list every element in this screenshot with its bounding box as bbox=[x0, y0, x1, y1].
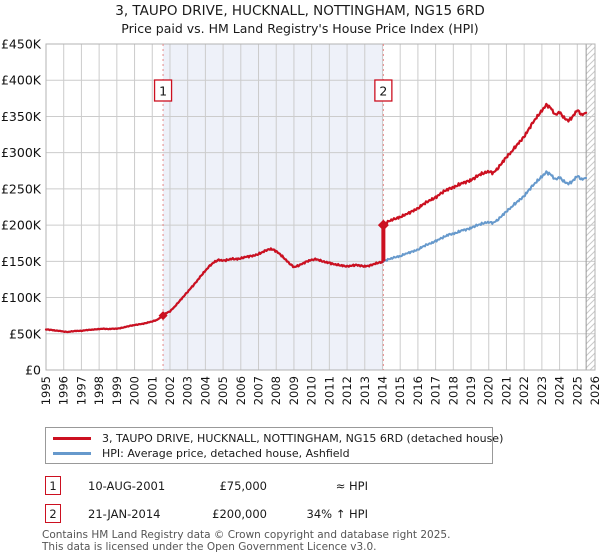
y-tick-label: £350K bbox=[1, 109, 42, 124]
x-tick-label: 2006 bbox=[234, 376, 248, 405]
x-tick-label: 2020 bbox=[482, 376, 496, 405]
x-tick-label: 2022 bbox=[517, 376, 531, 405]
sale-label-1: 1 bbox=[159, 84, 167, 99]
chart-legend: 3, TAUPO DRIVE, HUCKNALL, NOTTINGHAM, NG… bbox=[45, 427, 503, 464]
x-tick-label: 2021 bbox=[499, 376, 513, 405]
plot-border bbox=[45, 43, 596, 371]
sale-price-1: £75,000 bbox=[219, 478, 267, 493]
price-history-chart: 1 2 £0 £50K £100K £150K £200K £250K £300K £350K £4… bbox=[1, 37, 600, 406]
sale-row-2: 2 21-JAN-2014 £200,000 34% ↑ HPI bbox=[45, 504, 368, 523]
price-line-swatch bbox=[53, 437, 91, 440]
license-line-1: Contains HM Land Registry data © Crown c… bbox=[42, 529, 451, 541]
page-subtitle: Price paid vs. HM Land Registry's House … bbox=[121, 21, 479, 36]
y-tick-label: £300K bbox=[1, 145, 42, 160]
x-tick-label: 1997 bbox=[74, 376, 88, 405]
license-line-2: This data is licensed under the Open Gov… bbox=[42, 540, 377, 553]
x-tick-label: 2002 bbox=[163, 376, 177, 405]
hpi-line-swatch bbox=[53, 452, 91, 455]
x-tick-label: 2026 bbox=[588, 376, 600, 405]
x-tick-label: 2024 bbox=[553, 376, 567, 405]
y-tick-label: £450K bbox=[1, 37, 42, 52]
future-hatch-region bbox=[586, 44, 595, 370]
x-tick-label: 1998 bbox=[92, 376, 106, 405]
page-title: 3, TAUPO DRIVE, HUCKNALL, NOTTINGHAM, NG… bbox=[115, 3, 485, 19]
sale-annotations: 1 10-AUG-2001 £75,000 ≈ HPI 2 21-JAN-201… bbox=[45, 476, 368, 523]
sale-label-box-1 bbox=[153, 79, 173, 102]
sale-label-box-2 bbox=[374, 79, 393, 102]
y-tick-label: £400K bbox=[1, 73, 42, 88]
x-tick-label: 1999 bbox=[110, 376, 124, 405]
y-tick-label: £0 bbox=[25, 363, 41, 378]
x-tick-label: 2012 bbox=[340, 376, 354, 405]
sale-row-1: 1 10-AUG-2001 £75,000 ≈ HPI bbox=[45, 476, 368, 495]
ownership-highlight-span bbox=[163, 44, 384, 370]
legend-item-price: 3, TAUPO DRIVE, HUCKNALL, NOTTINGHAM, NG… bbox=[53, 431, 503, 446]
sale-ref-badge-1: 1 bbox=[45, 476, 61, 495]
sale-vs-hpi-1: ≈ HPI bbox=[335, 478, 368, 493]
y-tick-label: £200K bbox=[1, 218, 42, 233]
x-tick-label: 2015 bbox=[393, 376, 407, 405]
sale-label-2: 2 bbox=[379, 84, 387, 99]
x-tick-label: 2003 bbox=[181, 376, 195, 405]
x-tick-label: 2000 bbox=[128, 376, 142, 405]
x-tick-label: 2009 bbox=[287, 376, 301, 405]
y-tick-label: £50K bbox=[9, 326, 42, 341]
sale-date-2: 21-JAN-2014 bbox=[88, 506, 161, 521]
x-tick-label: 2010 bbox=[305, 376, 319, 405]
legend-label-hpi: HPI: Average price, detached house, Ashf… bbox=[102, 447, 350, 460]
sale-ref-badge-2: 2 bbox=[45, 504, 61, 523]
x-tick-label: 2019 bbox=[464, 376, 478, 405]
x-tick-label: 2023 bbox=[535, 376, 549, 405]
x-tick-label: 1996 bbox=[57, 376, 71, 405]
x-tick-label: 2011 bbox=[322, 376, 336, 405]
x-tick-label: 2008 bbox=[269, 376, 283, 405]
x-tick-label: 2001 bbox=[145, 376, 159, 405]
legend-item-hpi: HPI: Average price, detached house, Ashf… bbox=[53, 446, 486, 461]
license-note: Contains HM Land Registry data © Crown c… bbox=[42, 529, 451, 553]
legend-label-price: 3, TAUPO DRIVE, HUCKNALL, NOTTINGHAM, NG… bbox=[102, 432, 504, 445]
x-tick-label: 2014 bbox=[375, 376, 389, 405]
x-tick-label: 1995 bbox=[39, 376, 53, 405]
y-tick-label: £250K bbox=[1, 181, 42, 196]
sale-vs-hpi-2: 34% ↑ HPI bbox=[306, 506, 368, 521]
price-paid-line bbox=[44, 102, 588, 334]
x-tick-label: 2005 bbox=[216, 376, 230, 405]
sale-marker-1 bbox=[158, 311, 168, 321]
x-tick-label: 2017 bbox=[429, 376, 443, 405]
y-tick-label: £150K bbox=[1, 254, 42, 269]
x-tick-label: 2004 bbox=[198, 376, 212, 405]
sale-price-2: £200,000 bbox=[212, 506, 267, 521]
x-tick-label: 2013 bbox=[358, 376, 372, 405]
x-tick-label: 2018 bbox=[446, 376, 460, 405]
sale-marker-2 bbox=[377, 219, 389, 231]
sale-date-1: 10-AUG-2001 bbox=[88, 478, 166, 493]
x-tick-label: 2007 bbox=[252, 376, 266, 405]
y-tick-label: £100K bbox=[1, 290, 42, 305]
x-tick-label: 2025 bbox=[570, 376, 584, 405]
x-tick-label: 2016 bbox=[411, 376, 425, 405]
